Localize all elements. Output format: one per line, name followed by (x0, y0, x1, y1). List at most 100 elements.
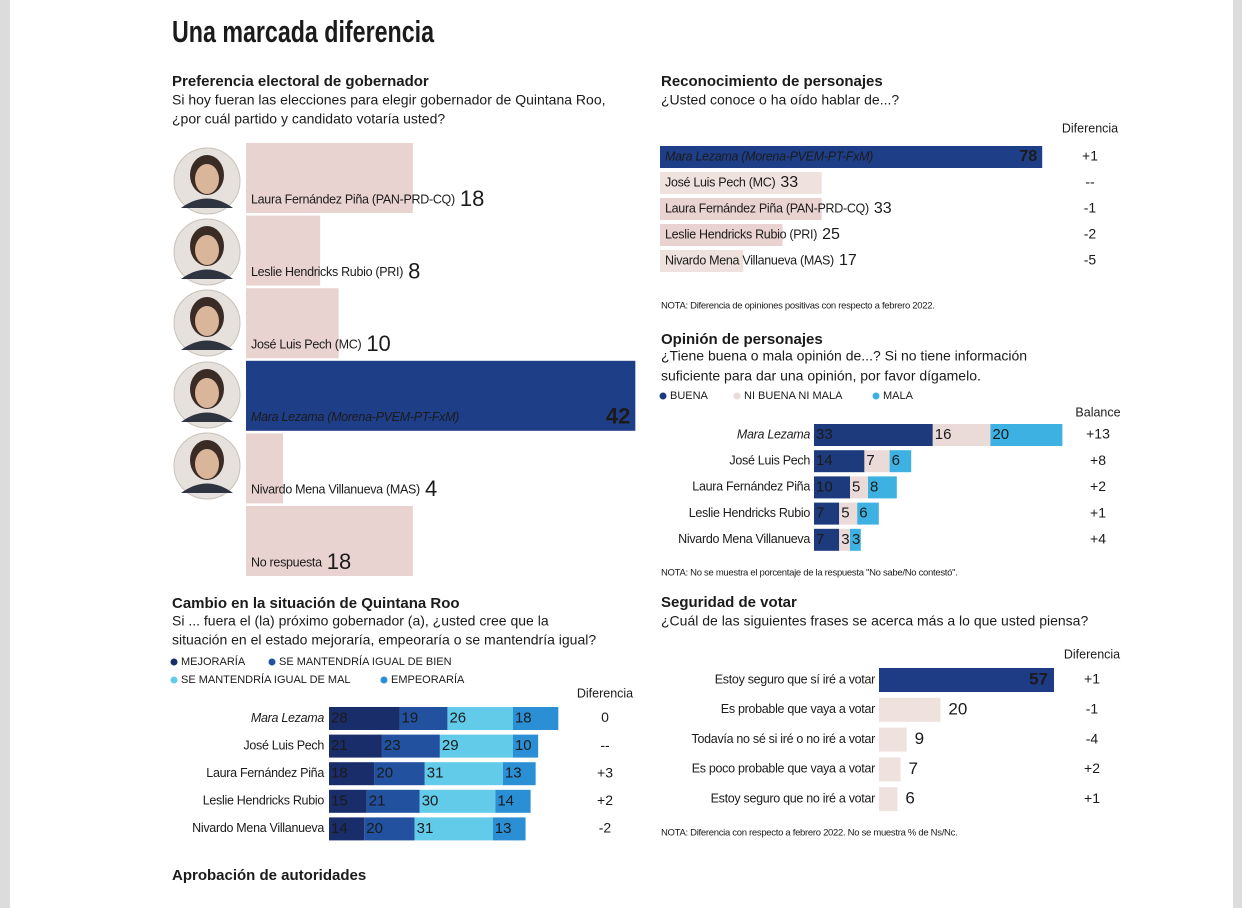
bar (879, 668, 1054, 692)
page-edge (0, 0, 10, 908)
value-label: 78 (1019, 148, 1037, 165)
bar-segment (329, 817, 365, 841)
value-label: 9 (915, 729, 924, 748)
difference-label: +3 (597, 764, 613, 780)
section-title: Seguridad de votar (661, 594, 797, 611)
value-label: 20 (948, 699, 967, 718)
value-label: 19 (402, 709, 419, 726)
legend-marker (659, 392, 667, 400)
value-label: 31 (427, 765, 444, 782)
photo-shoulders (181, 340, 233, 350)
difference-label: -2 (1084, 226, 1097, 242)
bar-segment (424, 762, 503, 786)
section-subtitle: ¿Tiene buena o mala opinión de...? Si no… (661, 348, 1027, 364)
bar-label: No respuesta (251, 555, 322, 569)
value-label: 5 (841, 505, 849, 522)
bar-segment (814, 424, 933, 446)
next-section-heading: Aprobación de autoridades (172, 867, 366, 884)
value-label: 20 (366, 820, 383, 837)
difference-label: -2 (599, 820, 612, 836)
bar-segment (868, 476, 897, 499)
bar-label: Nivardo Mena Villanueva (192, 821, 324, 835)
difference-label: +2 (1084, 760, 1100, 776)
value-label: 21 (369, 792, 386, 809)
value-label: 5 (852, 478, 860, 495)
section-subtitle: Si hoy fueran las elecciones para elegir… (172, 92, 606, 108)
difference-label: +13 (1086, 426, 1110, 442)
value-label: 20 (376, 765, 393, 782)
value-label: 6 (905, 789, 914, 808)
bar-segment (447, 707, 513, 730)
difference-label: +1 (1090, 504, 1106, 520)
bar-label: Laura Fernández Piña (206, 766, 324, 780)
value-label: 26 (449, 709, 466, 726)
value-label: 15 (331, 792, 348, 809)
value-label: 23 (384, 737, 401, 754)
section-subtitle: suficiente para dar una opinión, por fav… (661, 368, 981, 384)
bar-label: José Luis Pech (MC) (665, 175, 775, 189)
value-label: 57 (1029, 669, 1048, 688)
note: NOTA: Diferencia de opiniones positivas … (661, 301, 935, 312)
value-label: 17 (839, 252, 857, 269)
difference-label: +8 (1090, 452, 1106, 468)
bar-label: Mara Lezama (251, 711, 324, 725)
bar-label: Es probable que vaya a votar (721, 702, 875, 716)
bar-segment (814, 476, 850, 499)
value-label: 6 (859, 505, 867, 522)
bar-segment (850, 476, 868, 499)
bar-label: Todavía no sé si iré o no iré a votar (692, 732, 876, 746)
bar-segment (839, 528, 850, 551)
bar-label: Nivardo Mena Villanueva (MAS) (665, 253, 834, 267)
section-title: Reconocimiento de personajes (661, 73, 883, 90)
bar-segment (399, 707, 448, 730)
value-label: 21 (331, 737, 348, 754)
bar-label: Leslie Hendricks Rubio (203, 794, 325, 808)
bar-label: Estoy seguro que sí iré a votar (715, 672, 875, 686)
value-label: 33 (874, 200, 892, 217)
value-label: 6 (892, 452, 900, 469)
bar-segment (495, 789, 531, 813)
section-subtitle: situación en el estado mejoraría, empeor… (172, 632, 596, 648)
photo-shoulders (181, 412, 233, 422)
legend-marker (170, 676, 178, 684)
note: NOTA: No se muestra el porcentaje de la … (661, 568, 958, 579)
bar-segment (414, 817, 493, 841)
difference-label: -4 (1086, 730, 1099, 746)
main-title: Una marcada diferencia (172, 14, 435, 49)
value-label: 16 (935, 426, 952, 443)
bar-segment (374, 762, 425, 786)
bar-segment (857, 502, 879, 525)
difference-label: -1 (1084, 200, 1097, 216)
photo-face (195, 449, 219, 479)
bar-label: Leslie Hendricks Rubio (PRI) (251, 265, 403, 279)
section-title: Opinión de personajes (661, 331, 823, 348)
bar-segment (932, 424, 991, 446)
legend-label: NI BUENA NI MALA (744, 390, 843, 402)
section-title: Preferencia electoral de gobernador (172, 73, 429, 90)
bar-segment (492, 817, 526, 841)
legend-label: SE MANTENDRÍA IGUAL DE BIEN (279, 655, 452, 668)
legend-label: MALA (883, 390, 914, 402)
bar-segment (889, 450, 912, 473)
difference-label: -1 (1086, 701, 1099, 717)
value-label: 7 (816, 531, 824, 548)
bar-label: Mara Lezama (Morena-PVEM-PT-FxM) (251, 410, 459, 424)
value-label: 8 (408, 258, 420, 283)
value-label: 14 (497, 792, 514, 809)
value-label: 14 (816, 452, 833, 469)
difference-header: Diferencia (1064, 647, 1120, 661)
bar-label: Laura Fernández Piña (PAN-PRD-CQ) (251, 192, 455, 206)
value-label: 33 (816, 426, 833, 443)
value-label: 31 (417, 820, 434, 837)
bar-label: Mara Lezama (Morena-PVEM-PT-FxM) (665, 149, 873, 163)
section-title: Cambio en la situación de Quintana Roo (172, 595, 460, 612)
bar (246, 506, 413, 576)
difference-label: +2 (1090, 478, 1106, 494)
bar-label: Leslie Hendricks Rubio (689, 506, 811, 520)
value-label: 8 (870, 478, 878, 495)
value-label: 28 (331, 709, 348, 726)
bar (660, 172, 822, 194)
value-label: 18 (331, 765, 348, 782)
photo-face (195, 164, 219, 194)
